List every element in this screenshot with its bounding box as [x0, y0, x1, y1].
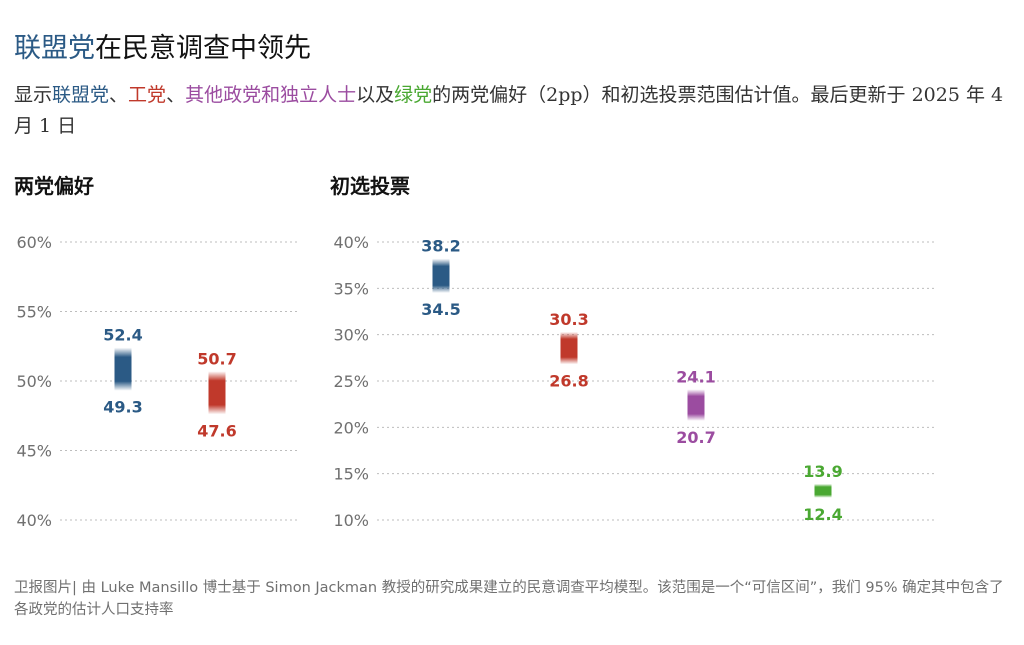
subtitle-part: 、 — [109, 84, 129, 106]
low-value-label: 12.4 — [803, 505, 842, 524]
subtitle-part-others: 其他政党和独立人士 — [185, 84, 357, 106]
subtitle-part-coalition: 联盟党 — [52, 84, 110, 106]
subtitle-part-greens: 绿党 — [394, 84, 433, 106]
range-bar — [560, 331, 578, 365]
range-bar — [814, 483, 832, 498]
high-value-label: 30.3 — [549, 310, 588, 329]
chart-subtitle: 显示联盟党、工党、其他政党和独立人士以及绿党的两党偏好（2pp）和初选投票范围估… — [14, 80, 1004, 142]
range-bar — [208, 371, 226, 415]
high-value-label: 38.2 — [421, 237, 460, 256]
low-value-label: 49.3 — [103, 398, 142, 417]
subtitle-part: 以及 — [356, 84, 395, 106]
low-value-label: 47.6 — [197, 421, 236, 440]
chart-title: 联盟党在民意调查中领先 — [14, 26, 311, 65]
y-tick-label: 30% — [333, 326, 369, 345]
y-tick-label: 60% — [16, 233, 52, 252]
range-bar — [687, 389, 705, 421]
low-value-label: 26.8 — [549, 371, 588, 390]
high-value-label: 52.4 — [103, 326, 142, 345]
y-tick-label: 40% — [333, 233, 369, 252]
subtitle-part: 显示 — [14, 84, 53, 106]
subtitle-part-labor: 工党 — [128, 84, 167, 106]
high-value-label: 50.7 — [197, 349, 236, 368]
title-highlight: 联盟党 — [14, 33, 95, 64]
title-rest: 在民意调查中领先 — [95, 33, 311, 64]
subtitle-part: 的两党偏好（2pp）和初选投票范围估计值。最后更新于 2025 年 4 月 1 … — [14, 84, 1004, 137]
y-tick-label: 10% — [333, 511, 369, 530]
footnote: 卫报图片| 由 Luke Mansillo 博士基于 Simon Jackman… — [14, 580, 1004, 618]
chart-layer: 40% 45% 50% 55% 60% 52.4 49.3 50.7 47.6 10% 15% 20%… — [16, 233, 935, 530]
y-tick-label: 35% — [333, 279, 369, 298]
low-value-label: 20.7 — [676, 428, 715, 447]
y-tick-label: 25% — [333, 372, 369, 391]
y-tick-label: 20% — [333, 418, 369, 437]
range-bar — [114, 347, 132, 391]
high-value-label: 24.1 — [676, 367, 715, 386]
chart-canvas: 40% 45% 50% 55% 60% 52.4 49.3 50.7 47.6 10% 15% 20%… — [16, 233, 935, 530]
panel-title-primary: 初选投票 — [330, 174, 410, 198]
subtitle-part: 、 — [166, 84, 186, 106]
y-tick-label: 45% — [16, 442, 52, 461]
range-bar — [432, 258, 450, 293]
low-value-label: 34.5 — [421, 300, 460, 319]
y-tick-label: 15% — [333, 465, 369, 484]
y-tick-label: 40% — [16, 511, 52, 530]
panel-title-2pp: 两党偏好 — [14, 174, 94, 198]
y-tick-label: 55% — [16, 303, 52, 322]
high-value-label: 13.9 — [803, 462, 842, 481]
y-tick-label: 50% — [16, 372, 52, 391]
